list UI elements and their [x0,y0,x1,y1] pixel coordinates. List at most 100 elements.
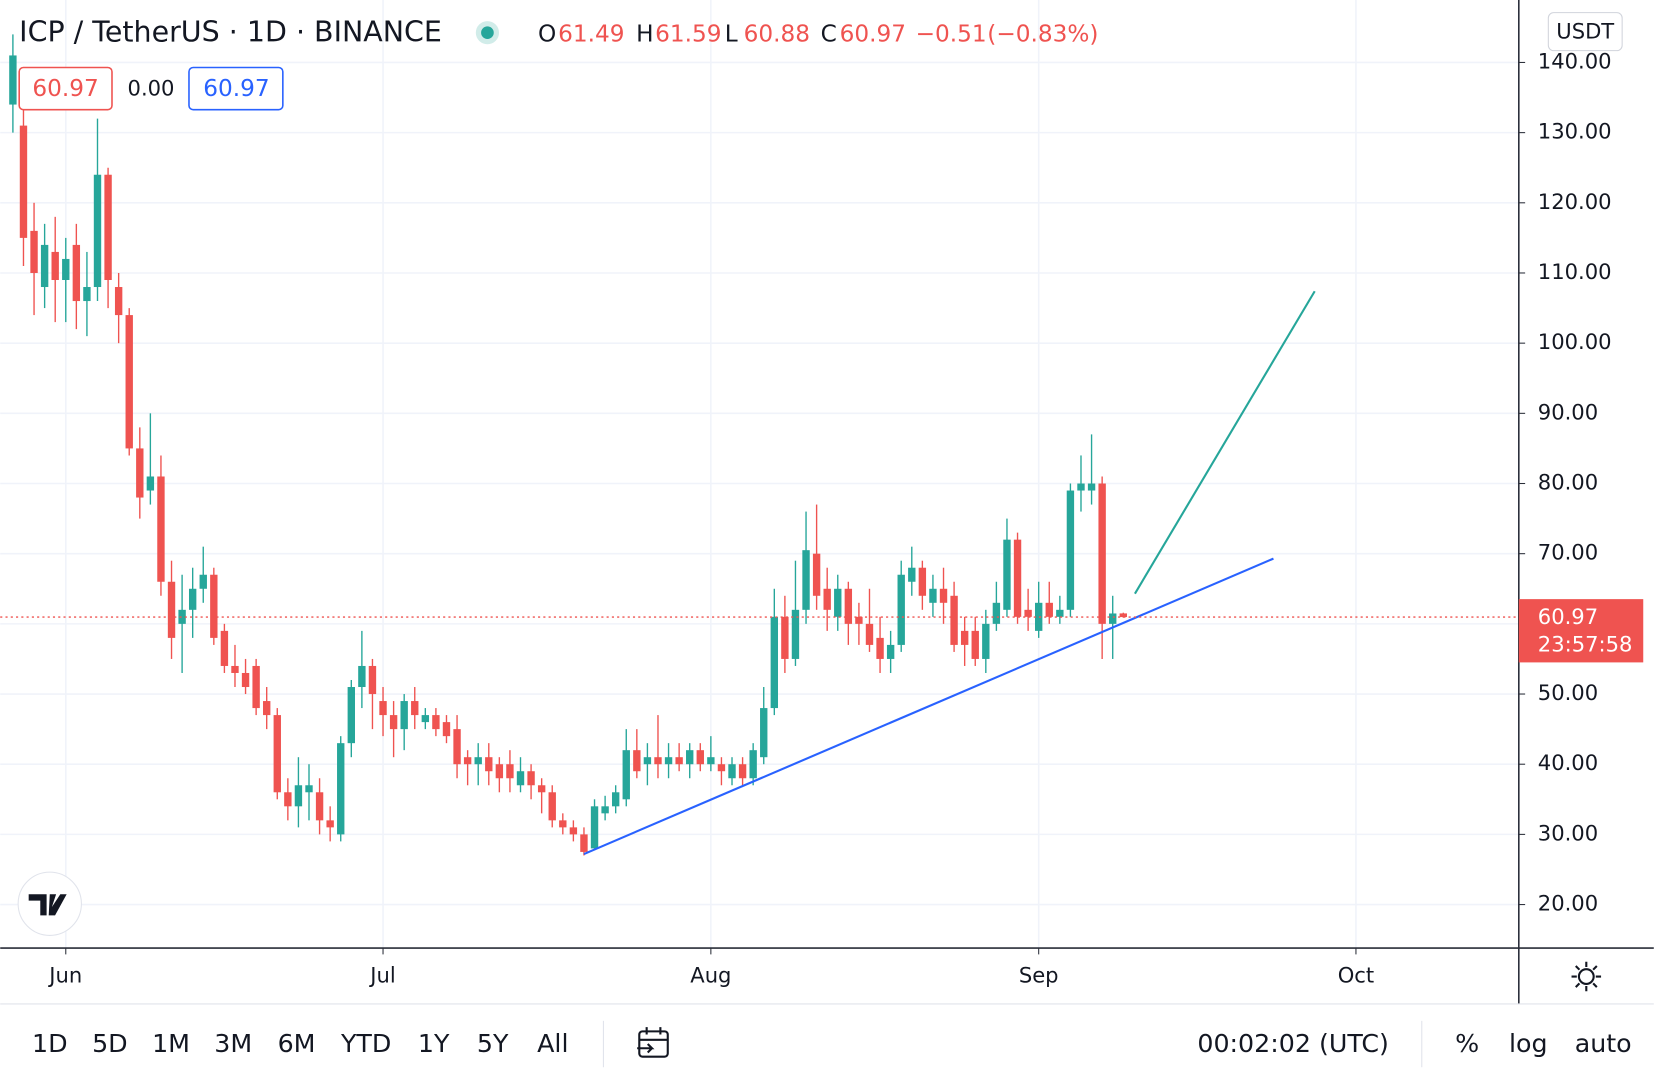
plot [0,34,1519,856]
candle-body [93,174,102,288]
candle-body [252,665,260,709]
candle-body [844,588,853,624]
candle-body [717,764,726,772]
date-range-icon[interactable] [637,1027,669,1058]
y-tick-label: 130.00 [1538,119,1612,144]
candle-body [220,630,229,666]
range-button[interactable]: 3M [214,1029,252,1058]
legend-value: 0.00 [128,76,175,101]
candle-body [527,771,535,786]
ohlc-value: 61.59 [655,20,721,47]
candle-body [569,827,578,835]
scale-toggle[interactable]: % [1455,1029,1479,1058]
last-price-tag [1518,599,1644,663]
candle-body [421,715,430,723]
candle-body [72,244,81,302]
candle-body [1077,483,1085,491]
logo[interactable] [28,894,67,916]
candle-body [241,672,250,688]
candle-body [411,701,419,716]
candle-body [485,757,493,772]
y-tick-label: 70.00 [1538,540,1598,565]
candle-body [199,574,207,589]
currency-label[interactable]: USDT [1556,19,1614,44]
candle-body [728,764,736,779]
trend-line [1134,290,1316,595]
y-tick-label: 80.00 [1538,470,1598,495]
x-tick-label: Aug [690,963,731,988]
candle-body [749,750,757,779]
candle-body [992,602,1001,624]
settings-icon[interactable] [1571,961,1602,992]
candle-body [315,792,324,821]
candle-body [707,757,715,765]
y-tick-label: 30.00 [1538,820,1598,845]
y-tick-label: 140.00 [1538,48,1612,73]
ohlc-letter: C [821,20,837,47]
range-button[interactable]: 5D [92,1029,128,1058]
candle-body [442,722,451,737]
candle-body [971,630,979,659]
candle-body [982,623,990,659]
clock: 00:02:02 (UTC) [1197,1029,1389,1058]
candle-body [347,687,355,744]
candle-body [823,588,831,610]
y-tick-label: 40.00 [1538,750,1598,775]
candle-body [855,616,863,624]
ohlc-header: O 61.49 H 61.59 L 60.88 C 60.97 −0.51 (−0.83%) [538,20,1098,47]
range-button[interactable]: 1M [152,1029,190,1058]
range-button[interactable]: All [537,1029,568,1058]
axes: 20.0030.0040.0050.0060.0070.0080.0090.00… [47,48,1644,988]
ohlc-value: 61.49 [558,20,624,47]
candle-body [960,630,969,645]
y-tick-label: 120.00 [1538,189,1612,214]
candle-body [516,771,525,786]
candle-body [62,258,70,280]
candle-body [590,806,599,849]
candle-body [1066,490,1075,610]
candle-body [1045,602,1053,617]
currency-button[interactable] [1547,12,1623,52]
candle-body [876,637,884,659]
candle-body [1087,483,1096,491]
candle-body [231,665,239,673]
candle-body [939,588,948,603]
candle-body [146,476,155,491]
status-dot [481,26,494,40]
candle-body [104,174,112,280]
last-price-label: 60.97 [1538,604,1598,629]
range-button[interactable]: 1Y [418,1029,450,1058]
candle-body [294,785,303,807]
candle-body [770,616,779,709]
candle-body [696,750,704,765]
candle-body [908,567,916,582]
candle-body [738,764,747,779]
range-button[interactable]: YTD [340,1029,391,1058]
range-button[interactable]: 6M [278,1029,316,1058]
candle-body [929,588,937,603]
scale-toggle[interactable]: log [1509,1029,1548,1058]
candle-body [791,609,800,659]
candle-body [1035,602,1043,631]
y-tick-label: 100.00 [1538,329,1612,354]
candle-body [157,476,165,582]
candle-body [432,715,440,730]
candle-body [654,757,662,765]
candle-body [284,792,292,807]
candle-body [495,764,504,779]
ohlc-value: 60.97 [840,20,906,47]
candle-body [559,820,567,828]
candle-body [918,567,927,596]
candle-body [537,785,546,793]
candle-body [305,785,313,793]
scale-toggle[interactable]: auto [1575,1029,1632,1058]
candle-body [178,609,186,624]
range-button[interactable]: 1D [32,1029,68,1058]
legend-value: 60.97 [32,75,98,102]
candle-body [950,595,958,645]
y-tick-label: 50.00 [1538,680,1598,705]
range-button[interactable]: 5Y [477,1029,509,1058]
candle-body [897,574,905,645]
candle-body [580,834,588,852]
legend-value: 60.97 [203,75,269,102]
